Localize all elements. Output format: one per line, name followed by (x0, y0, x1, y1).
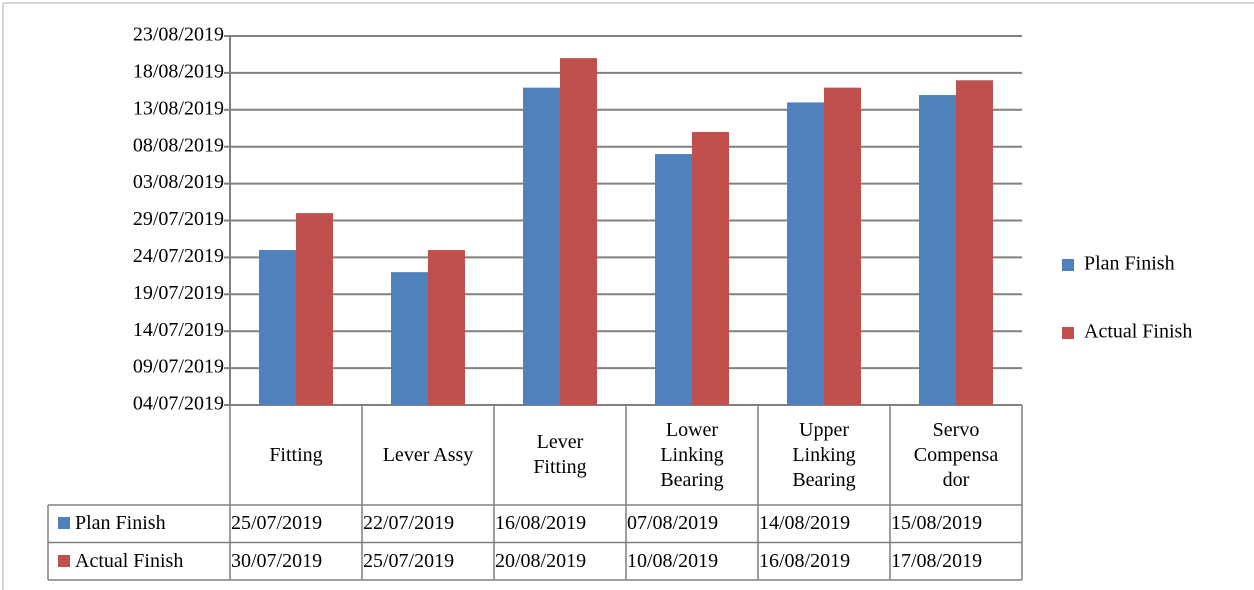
x-tick-label: Servo Compensador (890, 405, 1022, 505)
category-text: Lever Fitting (533, 431, 587, 478)
table-cell: 16/08/2019 (495, 512, 587, 534)
series-name: Plan Finish (75, 512, 166, 534)
x-tick-label: Lever Fitting (494, 405, 626, 505)
bar (919, 95, 956, 405)
y-tick-label: 18/08/2019 (133, 60, 224, 82)
legend-key (58, 517, 70, 529)
bar (296, 213, 333, 405)
table-row-header: Actual Finish (48, 543, 230, 581)
table-cell: 17/08/2019 (891, 549, 983, 572)
bar (259, 250, 296, 405)
legend-label: Plan Finish (1084, 253, 1175, 275)
series-name: Actual Finish (75, 549, 184, 572)
bar (391, 272, 428, 405)
y-tick-label: 03/08/2019 (133, 171, 224, 193)
bar (560, 58, 597, 405)
legend-key (1062, 327, 1074, 339)
table-cell: 25/07/2019 (363, 549, 455, 572)
bar (523, 87, 560, 405)
table-cell: 22/07/2019 (363, 512, 455, 534)
bar (787, 102, 824, 406)
x-tick-label: Lever Assy (362, 405, 494, 505)
table-cell: 30/07/2019 (231, 549, 323, 572)
bar (956, 80, 993, 405)
y-tick-label: 04/07/2019 (133, 393, 224, 415)
category-text: Fitting (269, 443, 323, 466)
bar (824, 87, 861, 405)
x-tick-label: Fitting (230, 405, 362, 505)
y-tick-label: 24/07/2019 (133, 245, 224, 267)
bar (428, 250, 465, 405)
table-cell: 16/08/2019 (759, 549, 851, 572)
bar (692, 131, 729, 405)
y-tick-label: 08/08/2019 (133, 134, 224, 156)
y-tick-label: 13/08/2019 (133, 97, 224, 119)
table-cell: 20/08/2019 (495, 549, 587, 572)
table-cell: 10/08/2019 (627, 549, 719, 572)
category-text: Upper Linking Bearing (792, 418, 856, 491)
y-tick-label: 09/07/2019 (133, 356, 224, 378)
category-text: Lever Assy (382, 443, 474, 466)
x-tick-label: Upper Linking Bearing (758, 405, 890, 505)
table-cell: 15/08/2019 (891, 512, 983, 534)
legend-key (58, 554, 70, 567)
table-cell: 14/08/2019 (759, 512, 851, 534)
legend-label: Actual Finish (1084, 321, 1192, 343)
y-tick-label: 19/07/2019 (133, 282, 224, 304)
y-tick-label: 14/07/2019 (133, 319, 224, 341)
y-tick-label: 23/08/2019 (133, 24, 224, 46)
category-text: Lower Linking Bearing (660, 418, 724, 491)
table-cell: 25/07/2019 (231, 512, 323, 534)
bar (655, 154, 692, 405)
table-cell: 07/08/2019 (627, 512, 719, 534)
legend-key (1062, 259, 1074, 271)
table-row-header: Plan Finish (48, 505, 230, 543)
y-tick-label: 29/07/2019 (133, 208, 224, 230)
x-tick-label: Lower Linking Bearing (626, 405, 758, 505)
category-text: Servo Compensador (913, 418, 999, 491)
